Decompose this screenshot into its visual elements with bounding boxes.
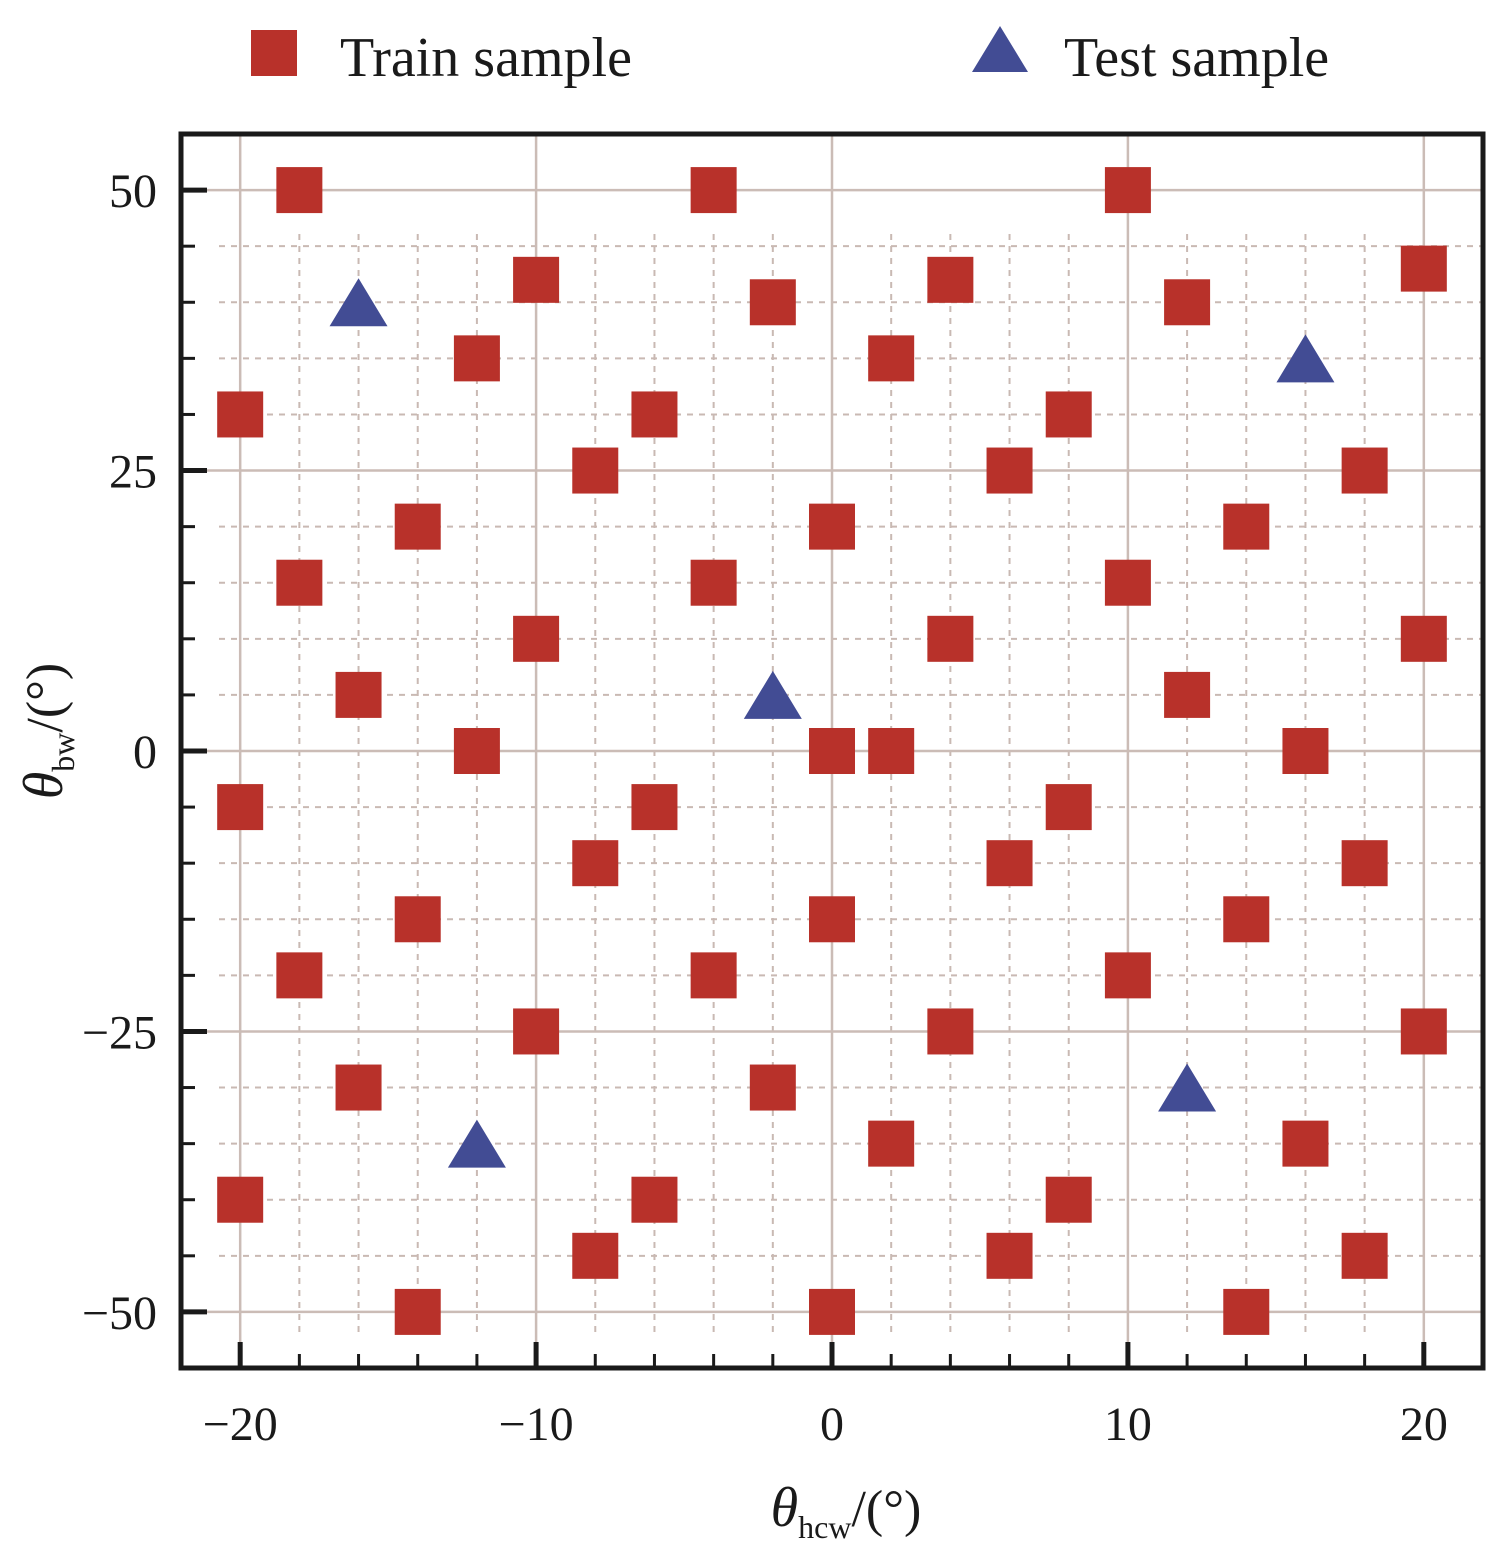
train-sample-point <box>513 1008 560 1055</box>
train-sample-point <box>572 447 619 494</box>
legend-marker-train <box>251 30 297 76</box>
train-sample-point <box>394 896 441 943</box>
data-points <box>217 167 1447 1335</box>
train-sample-point <box>986 840 1033 887</box>
y-tick-label: −50 <box>82 1287 157 1340</box>
y-tick-label: −25 <box>82 1006 157 1059</box>
train-sample-point <box>1341 447 1388 494</box>
x-axis-subscript: hcw <box>798 1509 851 1545</box>
train-sample-point <box>217 1176 264 1223</box>
major-grid <box>181 134 1483 1368</box>
train-sample-point <box>690 559 737 606</box>
train-sample-point <box>1045 784 1092 831</box>
train-sample-point <box>276 952 323 999</box>
train-sample-point <box>631 391 678 438</box>
x-tick-label: −20 <box>203 1398 278 1451</box>
train-sample-point <box>809 1288 855 1335</box>
train-sample-point <box>1164 671 1211 718</box>
train-sample-point <box>276 559 323 606</box>
train-sample-point <box>1045 391 1092 438</box>
x-tick-label: 10 <box>1104 1398 1152 1451</box>
train-sample-point <box>986 1232 1033 1279</box>
train-sample-point <box>513 256 560 303</box>
train-sample-point <box>690 167 737 214</box>
y-axis-symbol: θ <box>13 772 75 800</box>
legend-label-train: Train sample <box>340 27 632 89</box>
train-sample-point <box>394 503 441 550</box>
legend-marker-test <box>972 26 1028 72</box>
test-sample-point <box>329 278 388 327</box>
x-axis-label: θhcw/(°) <box>771 1477 922 1545</box>
train-sample-point <box>276 167 323 214</box>
axis-ticks <box>181 187 1427 1368</box>
train-sample-point <box>868 728 915 774</box>
train-sample-point <box>453 728 500 774</box>
train-sample-point <box>1104 559 1151 606</box>
train-sample-point <box>809 896 855 943</box>
train-sample-point <box>1400 245 1447 292</box>
minor-grid <box>219 234 1483 1338</box>
train-sample-point <box>572 1232 619 1279</box>
train-sample-point <box>1223 896 1270 943</box>
train-sample-point <box>749 1064 796 1111</box>
y-tick-label: 0 <box>133 726 157 779</box>
x-axis-unit: /(°) <box>851 1481 921 1538</box>
train-sample-point <box>217 784 264 831</box>
legend: Train sample Test sample <box>251 26 1329 89</box>
train-sample-point <box>1400 1008 1447 1055</box>
y-tick-labels: −50 −25 0 25 50 <box>82 165 157 1340</box>
train-sample-point <box>1223 503 1270 550</box>
train-sample-point <box>1341 840 1388 887</box>
train-sample-point <box>513 615 560 662</box>
test-sample-point <box>1276 334 1335 383</box>
train-sample-point <box>335 671 382 718</box>
legend-label-test: Test sample <box>1064 27 1329 89</box>
train-sample-point <box>335 1064 382 1111</box>
y-axis-unit: /(°) <box>17 663 74 733</box>
x-tick-labels: −20 −10 0 10 20 <box>203 1398 1448 1451</box>
train-sample-point <box>1104 167 1151 214</box>
train-sample-point <box>394 1288 441 1335</box>
x-tick-label: 20 <box>1400 1398 1448 1451</box>
train-sample-point <box>1282 728 1329 774</box>
test-sample-point <box>447 1119 506 1168</box>
train-sample-point <box>927 256 974 303</box>
train-sample-point <box>927 1008 974 1055</box>
train-sample-point <box>1104 952 1151 999</box>
train-sample-point <box>217 391 264 438</box>
train-sample-point <box>1341 1232 1388 1279</box>
x-tick-label: 0 <box>820 1398 844 1451</box>
train-sample-point <box>1164 279 1211 326</box>
train-sample-point <box>986 447 1033 494</box>
train-sample-point <box>690 952 737 999</box>
train-sample-point <box>1223 1288 1270 1335</box>
x-tick-label: −10 <box>499 1398 574 1451</box>
y-tick-label: 25 <box>109 446 157 499</box>
y-tick-label: 50 <box>109 165 157 218</box>
train-sample-point <box>749 279 796 326</box>
train-sample-point <box>809 503 855 550</box>
y-axis-subscript: bw <box>45 733 81 772</box>
train-sample-point <box>809 728 855 774</box>
x-axis-symbol: θ <box>771 1477 799 1539</box>
train-sample-point <box>572 840 619 887</box>
train-sample-point <box>631 784 678 831</box>
train-sample-point <box>453 335 500 382</box>
train-sample-point <box>868 335 915 382</box>
train-sample-point <box>927 615 974 662</box>
y-axis-label: θbw/(°) <box>13 663 81 800</box>
test-sample-point <box>743 670 802 719</box>
train-sample-point <box>631 1176 678 1223</box>
plot-area <box>178 131 1486 1371</box>
train-sample-point <box>1282 1120 1329 1167</box>
train-sample-point <box>1400 615 1447 662</box>
train-sample-point <box>1045 1176 1092 1223</box>
test-sample-point <box>1158 1063 1217 1112</box>
train-sample-point <box>868 1120 915 1167</box>
